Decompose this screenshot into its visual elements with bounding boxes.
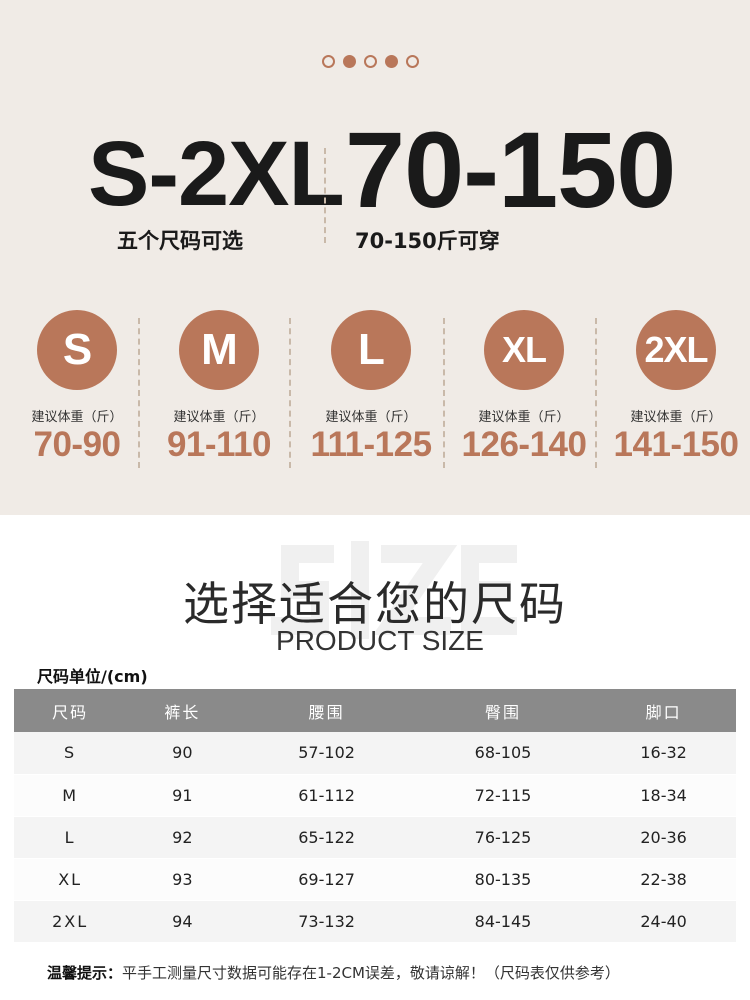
header-length: 裤长 xyxy=(126,689,239,732)
carousel-dot[interactable] xyxy=(364,55,377,68)
table-cell: L xyxy=(14,816,127,859)
unit-label: 尺码单位/(cm) xyxy=(37,667,148,686)
header-hip: 臀围 xyxy=(414,689,592,732)
size-caption: 五个尺码可选 xyxy=(117,229,243,253)
table-cell: 65-122 xyxy=(238,816,415,859)
table-cell: 57-102 xyxy=(238,732,415,775)
watermark-letter-z xyxy=(372,545,458,635)
table-cell: M xyxy=(14,774,127,817)
table-cell: 73-132 xyxy=(238,900,415,943)
table-header-row: 尺码 裤长 腰围 臀围 脚口 xyxy=(14,689,736,732)
weight-value: 126-140 xyxy=(461,425,587,464)
size-range: S-2XL xyxy=(88,123,345,225)
size-banner: S-2XL 五个尺码可选 70-150 70-150斤可穿 S 建议体重（斤） … xyxy=(0,0,750,515)
table-cell: 92 xyxy=(126,816,239,859)
table-cell: 22-38 xyxy=(591,858,736,901)
divider xyxy=(138,318,140,468)
weight-value: 91-110 xyxy=(166,425,272,464)
header-hem: 脚口 xyxy=(591,689,736,732)
weight-label: 建议体重（斤） xyxy=(478,410,570,425)
table-cell: 24-40 xyxy=(591,900,736,943)
carousel-dot[interactable] xyxy=(406,55,419,68)
table-row: L 92 65-122 76-125 20-36 xyxy=(14,816,736,859)
weight-label: 建议体重（斤） xyxy=(630,410,722,425)
size-badge: S xyxy=(37,310,117,390)
table-row: S 90 57-102 68-105 16-32 xyxy=(14,732,736,775)
table-cell: 69-127 xyxy=(238,858,415,901)
divider xyxy=(324,148,326,243)
table-cell: XL xyxy=(14,858,127,901)
divider xyxy=(443,318,445,468)
table-cell: 84-145 xyxy=(414,900,592,943)
size-card-l: L 建议体重（斤） 111-125 xyxy=(296,310,446,465)
size-card-2xl: 2XL 建议体重（斤） 141-150 xyxy=(601,310,750,465)
size-badge: 2XL xyxy=(636,310,716,390)
table-cell: 76-125 xyxy=(414,816,592,859)
carousel-dot[interactable] xyxy=(385,55,398,68)
divider xyxy=(289,318,291,468)
table-cell: 68-105 xyxy=(414,732,592,775)
weight-label: 建议体重（斤） xyxy=(31,410,123,425)
carousel-dots xyxy=(322,55,419,68)
table-cell: S xyxy=(14,732,127,775)
weight-range: 70-150 xyxy=(345,109,676,230)
table-row: XL 93 69-127 80-135 22-38 xyxy=(14,858,736,901)
tip-label: 温馨提示： xyxy=(47,964,123,982)
carousel-dot[interactable] xyxy=(343,55,356,68)
section-subtitle: PRODUCT SIZE xyxy=(276,625,484,656)
section-title: 选择适合您的尺码 xyxy=(183,577,567,631)
table-cell: 20-36 xyxy=(591,816,736,859)
size-card-xl: XL 建议体重（斤） 126-140 xyxy=(449,310,599,465)
table-cell: 80-135 xyxy=(414,858,592,901)
table-cell: 61-112 xyxy=(238,774,415,817)
size-card-m: M 建议体重（斤） 91-110 xyxy=(144,310,294,465)
size-table: 尺码 裤长 腰围 臀围 脚口 S 90 57-102 68-105 16-32 M 91 61… xyxy=(14,689,736,943)
size-badge: L xyxy=(331,310,411,390)
weight-value: 141-150 xyxy=(613,425,739,464)
table-row: 2XL 94 73-132 84-145 24-40 xyxy=(14,900,736,943)
table-cell: 94 xyxy=(126,900,239,943)
divider xyxy=(595,318,597,468)
header-size: 尺码 xyxy=(14,689,127,732)
table-cell: 2XL xyxy=(14,900,127,943)
table-cell: 91 xyxy=(126,774,239,817)
weight-value: 70-90 xyxy=(33,425,121,464)
size-watermark xyxy=(271,541,517,639)
weight-label: 建议体重（斤） xyxy=(173,410,265,425)
header-waist: 腰围 xyxy=(238,689,415,732)
watermark-letter-e xyxy=(461,545,517,635)
weight-caption: 70-150斤可穿 xyxy=(355,229,500,253)
size-card-s: S 建议体重（斤） 70-90 xyxy=(2,310,152,465)
size-badge: XL xyxy=(484,310,564,390)
table-cell: 93 xyxy=(126,858,239,901)
table-cell: 72-115 xyxy=(414,774,592,817)
table-row: M 91 61-112 72-115 18-34 xyxy=(14,774,736,817)
weight-label: 建议体重（斤） xyxy=(325,410,417,425)
watermark-letter-s xyxy=(271,545,334,635)
tip-note: 温馨提示：平手工测量尺寸数据可能存在1-2CM误差，敬请谅解！（尺码表仅供参考） xyxy=(47,962,620,983)
size-badge: M xyxy=(179,310,259,390)
table-cell: 16-32 xyxy=(591,732,736,775)
table-cell: 90 xyxy=(126,732,239,775)
carousel-dot[interactable] xyxy=(322,55,335,68)
table-cell: 18-34 xyxy=(591,774,736,817)
tip-text: 平手工测量尺寸数据可能存在1-2CM误差，敬请谅解！（尺码表仅供参考） xyxy=(122,964,620,982)
weight-value: 111-125 xyxy=(310,425,432,464)
